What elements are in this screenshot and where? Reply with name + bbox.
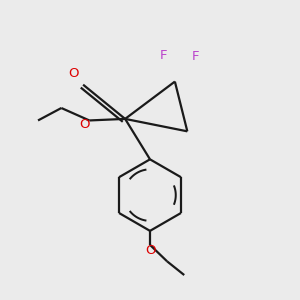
Text: O: O <box>145 244 155 257</box>
Text: F: F <box>160 49 168 62</box>
Text: F: F <box>191 50 199 63</box>
Text: O: O <box>68 67 79 80</box>
Text: O: O <box>79 118 89 131</box>
